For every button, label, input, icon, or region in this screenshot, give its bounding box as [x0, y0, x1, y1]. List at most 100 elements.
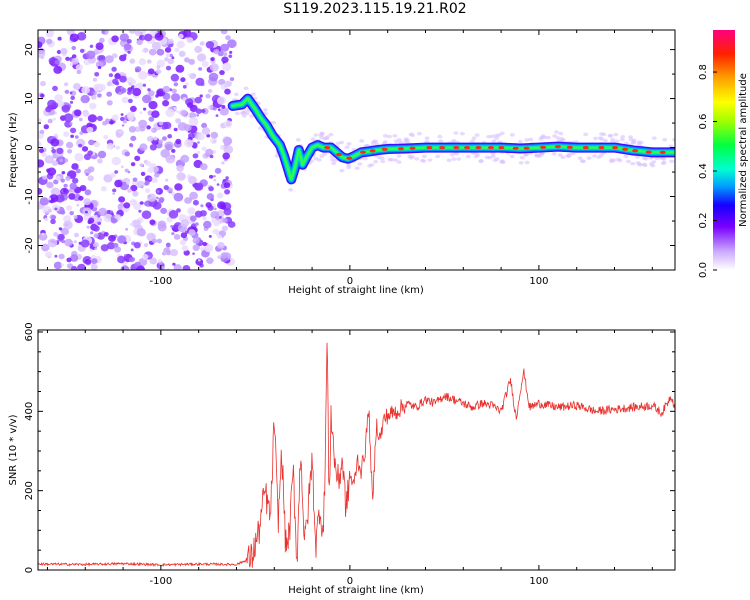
noise-speckle [73, 109, 82, 117]
noise-speckle [202, 216, 207, 221]
noise-speckle [119, 75, 127, 83]
noise-speckle [136, 265, 145, 270]
track-halo-speckle [328, 132, 334, 137]
noise-speckle [153, 136, 158, 141]
noise-speckle [106, 91, 113, 97]
noise-speckle [72, 177, 79, 184]
noise-speckle [64, 238, 73, 247]
noise-speckle [41, 232, 45, 236]
track-halo-speckle [642, 162, 648, 167]
noise-speckle [224, 189, 231, 195]
snr-axes: -100 0 100 0 200 400 600 [24, 322, 675, 587]
noise-speckle [148, 48, 157, 56]
noise-speckle [149, 219, 156, 225]
noise-speckle [219, 107, 229, 116]
noise-speckle [92, 242, 99, 248]
noise-speckle [227, 221, 236, 228]
track-halo-speckle [331, 161, 337, 166]
noise-speckle [199, 41, 205, 46]
track-halo-speckle [545, 135, 551, 140]
noise-speckle [167, 58, 175, 65]
noise-speckle [174, 47, 180, 53]
track-halo-speckle [233, 92, 239, 97]
noise-speckle [223, 120, 233, 128]
noise-speckle [173, 127, 178, 132]
noise-speckle [222, 217, 228, 223]
noise-speckle [65, 175, 71, 181]
track-halo-speckle [446, 158, 452, 163]
noise-speckle [120, 113, 124, 116]
track-halo-speckle [380, 159, 386, 164]
noise-speckle [74, 153, 84, 162]
noise-speckle [60, 178, 65, 183]
noise-speckle [175, 64, 185, 73]
noise-speckle [171, 56, 175, 59]
track-halo-speckle [628, 135, 633, 139]
colorbar-tick-label: 0.6 [698, 114, 709, 130]
noise-speckle [123, 202, 131, 209]
noise-speckle [217, 201, 226, 210]
noise-speckle [114, 246, 122, 253]
noise-speckle [210, 217, 217, 224]
spectrogram-x-tick-label: 0 [347, 276, 353, 287]
noise-speckle [128, 257, 135, 263]
noise-speckle [57, 233, 65, 241]
noise-speckle [220, 252, 228, 259]
noise-speckle [139, 143, 148, 151]
noise-speckle [207, 106, 211, 110]
signal-hotspot [632, 149, 639, 153]
noise-speckle [52, 117, 56, 121]
noise-speckle [120, 87, 127, 93]
track-halo-speckle [319, 135, 325, 140]
noise-speckle [195, 77, 205, 86]
signal-hotspot [426, 146, 433, 150]
noise-speckle [57, 36, 62, 41]
noise-speckle [139, 163, 144, 167]
signal-hotspot [453, 146, 460, 150]
noise-speckle [225, 35, 231, 41]
track-halo-speckle [330, 158, 335, 162]
noise-speckle [150, 128, 154, 132]
noise-speckle [138, 209, 142, 213]
noise-speckle [78, 143, 83, 148]
colorbar-ticks: 0.0 0.2 0.4 0.6 0.8 [698, 64, 717, 278]
noise-speckle [201, 146, 207, 151]
track-halo-speckle [620, 135, 626, 139]
noise-speckle [67, 149, 73, 154]
noise-speckle [74, 232, 79, 238]
noise-speckle [173, 82, 179, 87]
signal-hotspot [439, 146, 446, 150]
spectrogram-y-tick-label: 10 [24, 92, 35, 105]
track-halo-speckle [623, 154, 629, 159]
noise-speckle [212, 106, 217, 111]
noise-speckle [148, 177, 152, 181]
signal-hotspot [598, 146, 605, 150]
noise-speckle [182, 85, 187, 89]
noise-speckle [200, 163, 208, 171]
noise-speckle [185, 82, 189, 86]
noise-speckle [77, 263, 86, 270]
noise-speckle [221, 104, 226, 109]
track-halo-speckle [396, 154, 402, 158]
noise-speckle [167, 38, 174, 45]
track-halo-speckle [614, 139, 620, 144]
track-halo-speckle [478, 159, 484, 163]
spectrogram-y-tick-label: 20 [24, 43, 35, 56]
noise-speckle [152, 201, 162, 210]
noise-speckle [141, 210, 152, 219]
track-halo-speckle [346, 165, 352, 170]
noise-speckle [144, 33, 153, 42]
noise-speckle [213, 49, 220, 55]
track-halo-speckle [518, 161, 524, 165]
signal-hotspot [612, 146, 619, 150]
snr-frame [37, 329, 676, 571]
track-halo-speckle [456, 157, 462, 161]
noise-speckle [103, 232, 109, 237]
noise-speckle [189, 215, 197, 222]
noise-speckle [38, 49, 46, 58]
noise-speckle [62, 189, 67, 193]
noise-speckle [172, 262, 176, 266]
track-halo-speckle [471, 136, 477, 140]
noise-speckle [173, 192, 184, 202]
spectrogram-y-tick-label: -20 [24, 237, 35, 253]
